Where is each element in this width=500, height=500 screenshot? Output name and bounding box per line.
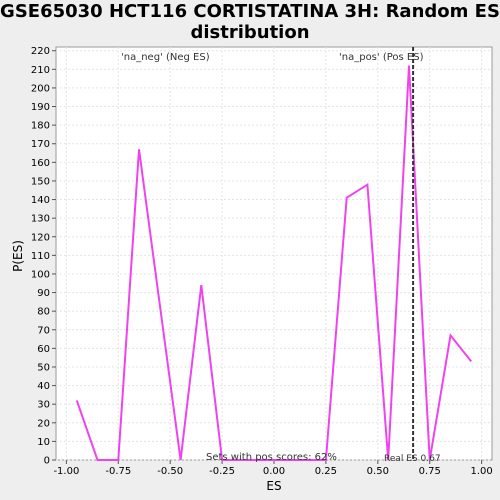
y-tick-label: 220 xyxy=(31,46,50,57)
x-tick-label: 0.50 xyxy=(367,466,389,477)
y-axis: 0 10 20 30 40 50 60 70 80 90 100 110 120 130 140 150 160… xyxy=(31,46,56,467)
y-tick-label: 90 xyxy=(37,288,50,299)
y-tick-label: 80 xyxy=(37,307,50,318)
real-es-label: Real ES 0.67 xyxy=(384,454,441,464)
x-tick-label: -0.50 xyxy=(157,466,183,477)
neg-es-label: 'na_neg' (Neg ES) xyxy=(121,52,210,63)
y-tick-label: 40 xyxy=(37,381,50,392)
x-tick-label: 0.75 xyxy=(419,466,441,477)
y-tick-label: 150 xyxy=(31,176,50,187)
y-tick-label: 160 xyxy=(31,158,50,169)
y-tick-label: 100 xyxy=(31,269,50,280)
y-tick-label: 10 xyxy=(37,437,50,448)
y-tick-label: 120 xyxy=(31,232,50,243)
y-tick-label: 200 xyxy=(31,83,50,94)
y-tick-label: 170 xyxy=(31,139,50,150)
y-tick-label: 140 xyxy=(31,195,50,206)
x-tick-label: -0.75 xyxy=(105,466,131,477)
x-axis-label: ES xyxy=(266,479,281,493)
x-tick-label: 1.00 xyxy=(470,466,492,477)
y-tick-label: 190 xyxy=(31,102,50,113)
y-tick-label: 130 xyxy=(31,214,50,225)
y-tick-label: 60 xyxy=(37,344,50,355)
y-tick-label: 30 xyxy=(37,400,50,411)
x-tick-label: 0.00 xyxy=(263,466,285,477)
x-tick-label: -0.25 xyxy=(209,466,235,477)
x-tick-label: -1.00 xyxy=(53,466,79,477)
series-line xyxy=(75,65,472,461)
chart-title: GSE65030 HCT116 CORTISTATINA 3H: Random … xyxy=(0,1,500,43)
x-tick-label: 0.25 xyxy=(315,466,337,477)
y-tick-label: 180 xyxy=(31,121,50,132)
y-tick-label: 70 xyxy=(37,325,50,336)
pos-es-label: 'na_pos' (Pos ES) xyxy=(339,52,424,63)
y-tick-label: 20 xyxy=(37,418,50,429)
x-axis: -1.00 -0.75 -0.50 -0.25 0.00 0.25 0.50 0.75 1.00 xyxy=(53,460,493,477)
y-tick-label: 50 xyxy=(37,362,50,373)
y-tick-label: 0 xyxy=(44,456,50,467)
sets-with-pos-scores-label: Sets with pos scores: 62% xyxy=(206,452,337,463)
y-tick-label: 210 xyxy=(31,65,50,76)
y-tick-label: 110 xyxy=(31,251,50,262)
y-axis-label: P(ES) xyxy=(11,240,25,272)
